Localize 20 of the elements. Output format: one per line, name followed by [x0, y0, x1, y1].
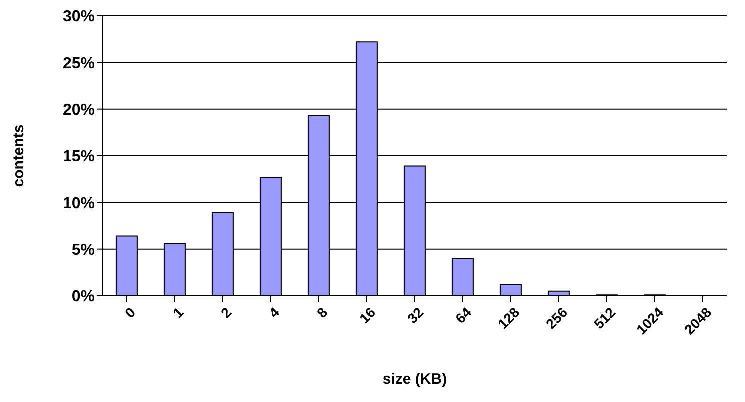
x-tick-label: 1 — [170, 304, 187, 322]
y-tick-label: 30% — [62, 8, 95, 26]
y-tick-label: 25% — [62, 55, 95, 72]
y-tick-label: 5% — [72, 242, 95, 260]
x-tick-label: 4 — [266, 304, 283, 322]
x-tick-label: 16 — [356, 304, 379, 327]
y-tick-label: 10% — [62, 195, 95, 212]
y-tick-label: 20% — [62, 102, 95, 120]
x-tick-label: 256 — [542, 304, 571, 332]
x-tick-label: 32 — [404, 304, 427, 327]
x-tick-label: 2 — [218, 304, 235, 322]
x-tick-label: 0 — [122, 304, 139, 322]
x-axis-title: size (KB) — [382, 371, 448, 388]
y-tick-label: 15% — [62, 148, 95, 166]
x-tick-label: 512 — [590, 304, 619, 332]
x-tick-label: 64 — [452, 304, 475, 327]
x-tick-label: 8 — [314, 304, 331, 322]
y-axis-title: contents — [10, 124, 28, 188]
y-tick-label: 0% — [72, 288, 95, 306]
x-tick-label: 128 — [494, 304, 523, 332]
